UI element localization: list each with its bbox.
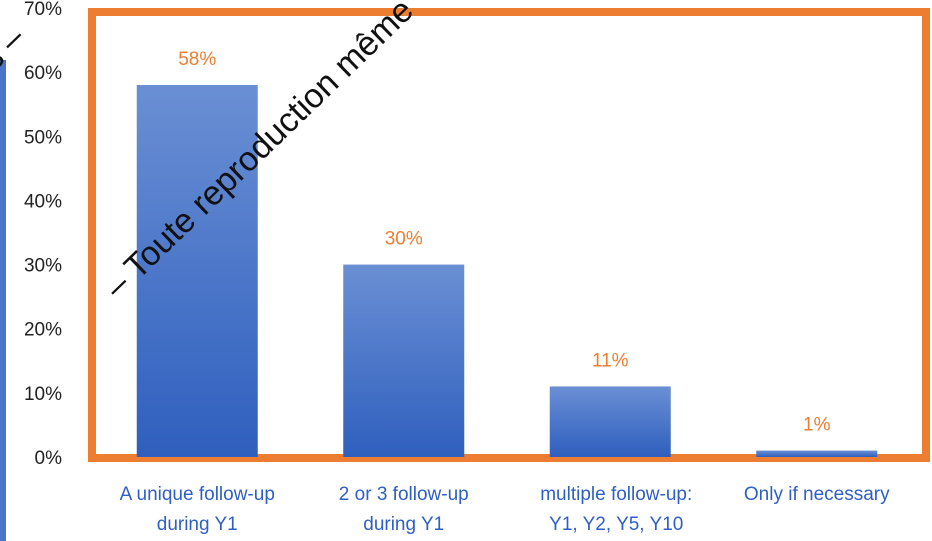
x-category-label-line: 2 or 3 follow-up [339, 484, 469, 505]
value-labels-group: 58% 30% 11% 1% [178, 49, 830, 436]
data-label: 30% [385, 229, 423, 250]
highlight-frame [88, 8, 930, 462]
y-tick-label: 60% [24, 63, 62, 84]
bars-group [136, 84, 878, 457]
bar [136, 84, 258, 457]
bar [343, 264, 465, 457]
x-category-label-line: A unique follow-up [120, 484, 275, 505]
category-labels-group: A unique follow-up during Y12 or 3 follow… [120, 484, 890, 535]
x-category-label: Only if necessary [744, 484, 890, 505]
data-label: 11% [592, 350, 629, 371]
x-category-label-line: Y1, Y2, Y5, Y10 [549, 514, 683, 535]
x-category-label: multiple follow-up: Y1, Y2, Y5, Y10 [540, 484, 692, 535]
data-label: 1% [803, 415, 831, 436]
y-tick-label: 0% [35, 448, 63, 469]
left-edge-strip [0, 60, 6, 541]
bar [549, 386, 671, 457]
x-category-label-line: multiple follow-up: [540, 484, 692, 505]
y-axis: 0% 10% 20% 30% 40% 50% 60% 70% [24, 0, 62, 469]
y-tick-label: 50% [24, 127, 62, 148]
y-tick-label: 10% [24, 384, 62, 405]
y-tick-label: 40% [24, 191, 62, 212]
bar [756, 450, 878, 457]
x-category-label-line: during Y1 [157, 514, 238, 535]
data-label: 58% [178, 49, 216, 70]
x-category-label: A unique follow-up during Y1 [120, 484, 275, 535]
y-tick-label: 70% [24, 0, 62, 20]
y-tick-label: 20% [24, 320, 62, 341]
y-tick-label: 30% [24, 256, 62, 277]
x-category-label-line: Only if necessary [744, 484, 890, 505]
x-category-label-line: during Y1 [363, 514, 444, 535]
x-category-label: 2 or 3 follow-up during Y1 [339, 484, 469, 535]
